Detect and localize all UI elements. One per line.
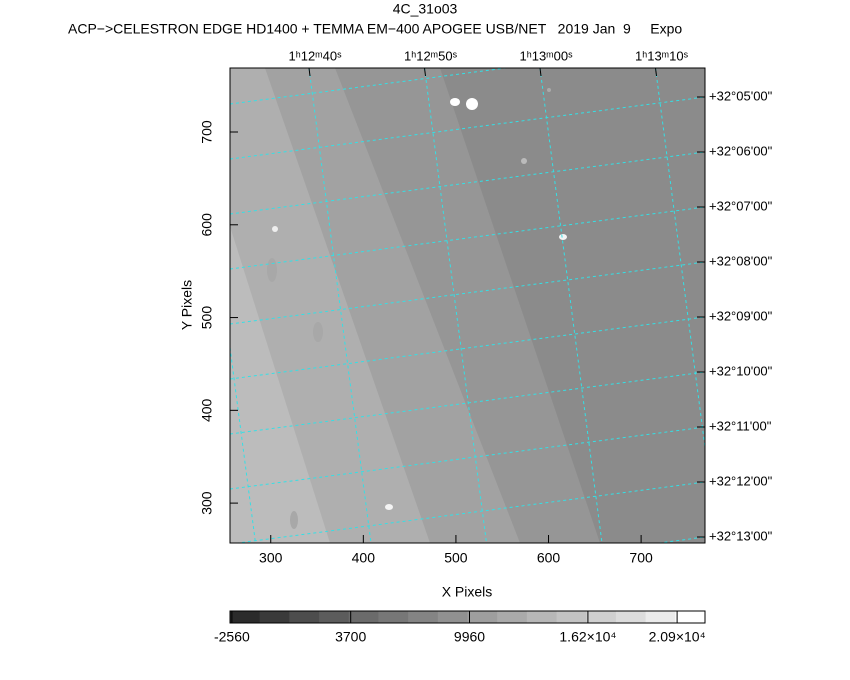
- dec-label: +32°05'00": [709, 88, 773, 103]
- dec-grid-line: [230, 261, 705, 325]
- ra-grid-line: [0, 68, 25, 543]
- ra-tick: [424, 67, 426, 77]
- dec-grid-line: [233, 481, 705, 543]
- y-tick-label: 400: [199, 398, 215, 422]
- dec-grid-line: [230, 206, 705, 270]
- dec-label: +32°07'00": [709, 198, 773, 213]
- ra-grid-line: [539, 68, 603, 543]
- colorbar-segment: [230, 611, 261, 623]
- ra-label: 1ʰ13ᵐ10ˢ: [635, 48, 689, 63]
- dec-label: +32°13'00": [709, 528, 773, 543]
- dec-grid-line: [230, 371, 705, 435]
- chart-title: 4C_31o03: [393, 1, 458, 17]
- dec-label: +32°08'00": [709, 253, 773, 268]
- ra-label: 1ʰ13ᵐ00ˢ: [520, 48, 574, 63]
- dec-label: +32°06'00": [709, 143, 773, 158]
- dec-grid-line: [230, 316, 705, 380]
- ra-grid-line: [655, 68, 705, 452]
- dec-label: +32°12'00": [709, 473, 773, 488]
- colorbar-tick-label: 3700: [335, 629, 366, 645]
- colorbar-segment: [259, 611, 290, 623]
- ra-grid-line: [78, 68, 140, 543]
- x-tick-label: 600: [537, 550, 561, 566]
- ra-label: 1ʰ12ᵐ50ˢ: [404, 48, 458, 63]
- x-tick-label: 300: [259, 550, 283, 566]
- dec-label: +32°09'00": [709, 308, 773, 323]
- dec-grid-line: [230, 151, 705, 215]
- dec-grid-line: [230, 96, 705, 160]
- colorbar-segment: [467, 611, 498, 623]
- colorbar-segment: [586, 611, 617, 623]
- ra-tick: [308, 67, 311, 77]
- colorbar-segment: [675, 611, 706, 623]
- x-axis-label: X Pixels: [442, 584, 493, 600]
- colorbar-tick-label: 2.09×10⁴: [649, 629, 706, 645]
- colorbar-segment: [378, 611, 409, 623]
- colorbar-segment: [645, 611, 676, 623]
- colorbar-tick-label: 9960: [454, 629, 485, 645]
- dec-grid-line: [230, 647, 705, 680]
- y-tick-label: 300: [199, 491, 215, 515]
- colorbar-segment: [497, 611, 528, 623]
- x-tick-label: 400: [352, 550, 376, 566]
- colorbar-segment: [556, 611, 587, 623]
- ra-tick: [655, 67, 657, 77]
- colorbar-tick-label: -2560: [214, 629, 250, 645]
- ra-label: 1ʰ12ᵐ40ˢ: [289, 48, 343, 63]
- colorbar-segment: [437, 611, 468, 623]
- x-tick-label: 500: [444, 550, 468, 566]
- dec-label: +32°10'00": [709, 363, 773, 378]
- subtitle: ACP−>CELESTRON EDGE HD1400 + TEMMA EM−40…: [68, 21, 682, 37]
- plot-frame: [229, 67, 706, 544]
- colorbar-tick-label: 1.62×10⁴: [559, 629, 616, 645]
- dec-label: +32°11'00": [709, 418, 772, 433]
- y-axis-label: Y Pixels: [179, 280, 195, 330]
- ra-grid-line: [424, 68, 487, 543]
- ra-grid-line: [771, 68, 833, 543]
- colorbar-segment: [348, 611, 379, 623]
- colorbar-segment: [289, 611, 320, 623]
- ra-tick: [539, 67, 542, 77]
- colorbar-frame: [229, 610, 706, 624]
- y-tick-label: 700: [199, 120, 215, 144]
- colorbar-segment: [615, 611, 647, 623]
- y-tick-label: 500: [199, 306, 215, 330]
- y-tick-label: 600: [199, 213, 215, 237]
- dec-grid-line: [230, 68, 510, 105]
- colorbar-segment: [526, 611, 558, 623]
- colorbar-segment: [319, 611, 350, 623]
- colorbar-segment: [408, 611, 439, 623]
- x-tick-label: 700: [629, 550, 653, 566]
- dec-grid-line: [230, 426, 705, 490]
